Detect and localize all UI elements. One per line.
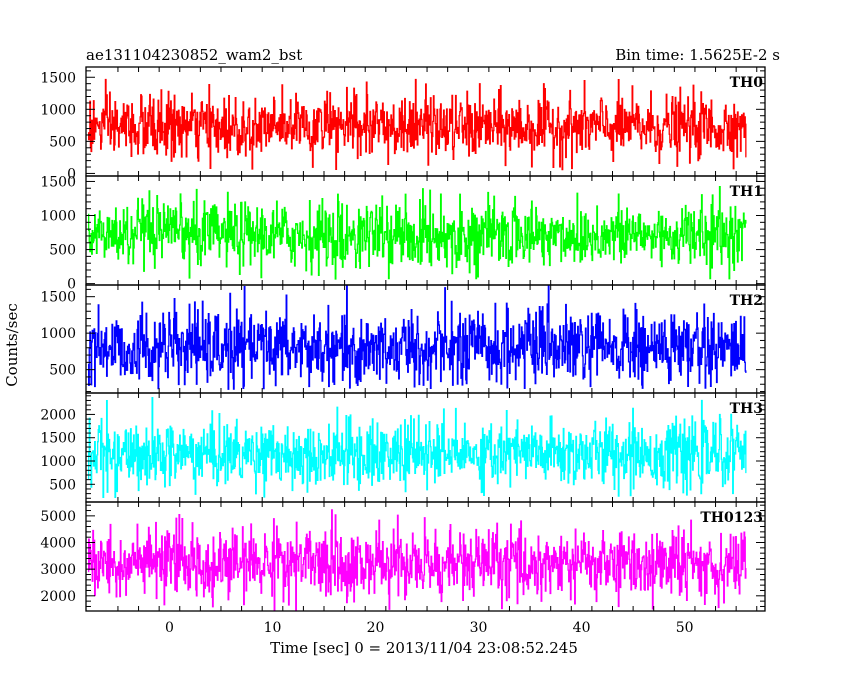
y-tick-label: 500: [49, 363, 76, 379]
y-tick-label: 1500: [40, 431, 76, 447]
y-tick-label: 1500: [40, 290, 76, 306]
y-tick-label: 1000: [40, 326, 76, 342]
y-tick-label: 2000: [40, 589, 76, 605]
panel-th0123: 2000 3000 4000 5000 TH0123: [40, 501, 766, 612]
y-tick-label: 1500: [40, 174, 76, 190]
x-tick-label: 30: [470, 620, 488, 636]
panel-frame: [85, 501, 766, 612]
y-tick-label: 5000: [40, 509, 76, 525]
series-th0123: [88, 509, 747, 611]
y-tick-label: 500: [49, 134, 76, 150]
bin-time-label: Bin time: 1.5625E-2 s: [615, 46, 780, 64]
y-tick-label: 4000: [40, 536, 76, 552]
series-th2: [88, 285, 747, 390]
panel-label: TH0123: [700, 510, 763, 526]
panel-label: TH0: [730, 75, 764, 91]
panels-group: 0 500 1000 1500 TH0 0 500 1000 1500 TH1 500 1000 150…: [40, 66, 766, 612]
y-tick-label: 1000: [40, 209, 76, 225]
y-tick-label: 1000: [40, 102, 76, 118]
x-axis-label: Time [sec] 0 = 2013/11/04 23:08:52.245: [270, 639, 578, 657]
y-axis-label: Counts/sec: [3, 303, 21, 387]
series-th0: [88, 78, 747, 171]
series-th1: [88, 186, 747, 280]
panel-th0: 0 500 1000 1500 TH0: [40, 66, 766, 182]
panel-label: TH2: [730, 293, 763, 309]
x-tick-label: 50: [676, 620, 694, 636]
x-axis: 0 10 20 30 40 50: [165, 620, 694, 636]
panel-label: TH3: [730, 401, 763, 417]
panel-th3: 500 1000 1500 2000 TH3: [40, 392, 766, 503]
panel-th1: 0 500 1000 1500 TH1: [40, 174, 766, 293]
panel-label: TH1: [730, 184, 763, 200]
panel-th2: 500 1000 1500 TH2: [40, 284, 766, 394]
x-tick-label: 20: [367, 620, 385, 636]
chart-title: ae131104230852_wam2_bst: [86, 46, 302, 64]
y-tick-label: 500: [49, 477, 76, 493]
y-tick-label: 0: [67, 277, 76, 293]
series-th3: [88, 397, 747, 498]
x-tick-label: 0: [165, 620, 174, 636]
y-tick-label: 1500: [40, 70, 76, 86]
y-tick-label: 500: [49, 243, 76, 259]
y-tick-label: 3000: [40, 562, 76, 578]
y-tick-label: 2000: [40, 407, 76, 423]
y-tick-label: 1000: [40, 454, 76, 470]
y-tick-label: 0: [67, 166, 76, 182]
x-tick-label: 10: [264, 620, 282, 636]
x-tick-label: 40: [573, 620, 591, 636]
